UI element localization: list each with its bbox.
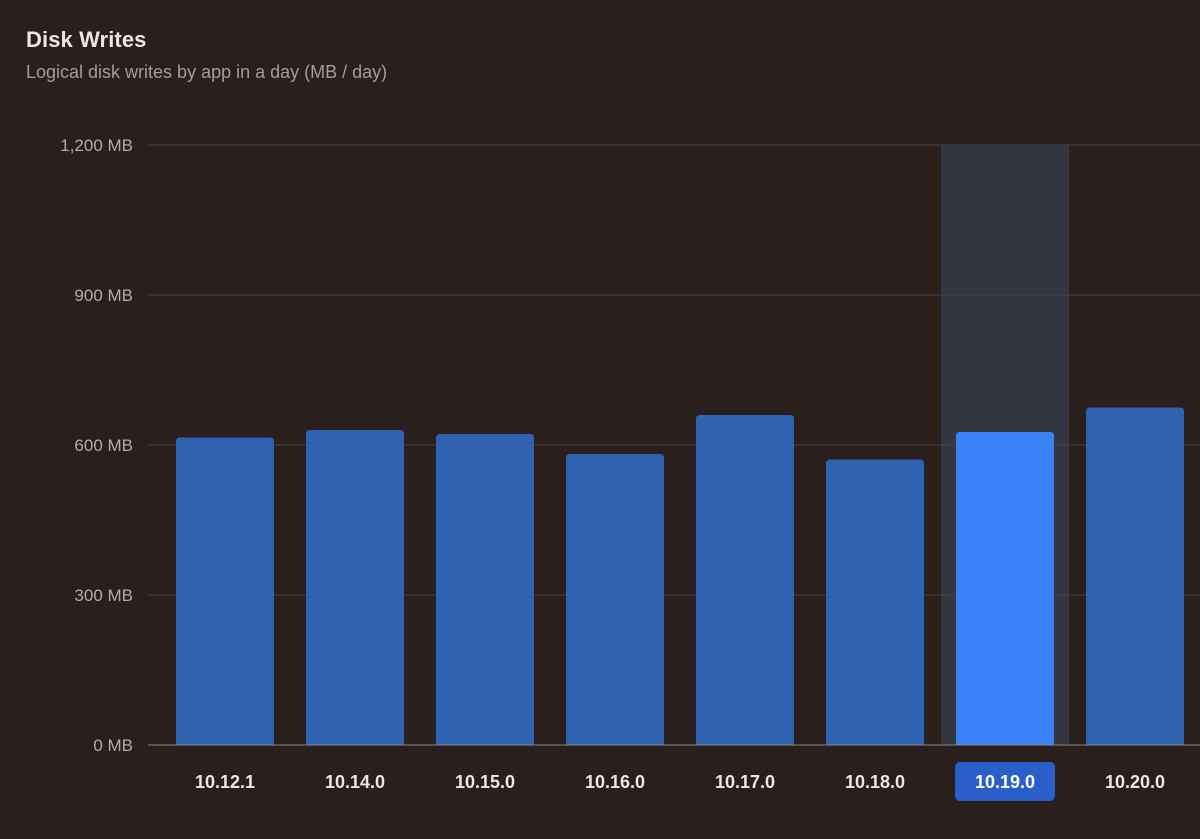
x-tick-label-10-17-0[interactable]: 10.17.0 <box>715 772 775 792</box>
x-tick-label-10-19-0[interactable]: 10.19.0 <box>975 772 1035 792</box>
chart-subtitle: Logical disk writes by app in a day (MB … <box>26 62 388 82</box>
x-tick-label-10-15-0[interactable]: 10.15.0 <box>455 772 515 792</box>
bar-10-16-0[interactable] <box>566 454 664 745</box>
x-tick-label-10-14-0[interactable]: 10.14.0 <box>325 772 385 792</box>
y-tick-label-300-mb: 300 MB <box>74 586 133 605</box>
bar-10-18-0[interactable] <box>826 459 924 746</box>
bar-10-14-0[interactable] <box>306 430 404 745</box>
bar-10-17-0[interactable] <box>696 415 794 745</box>
selected-category-label-background[interactable] <box>955 762 1055 801</box>
bar-10-19-0[interactable] <box>956 432 1054 745</box>
y-tick-label-900-mb: 900 MB <box>74 286 133 305</box>
bar-10-15-0[interactable] <box>436 434 534 745</box>
y-tick-label-0-mb: 0 MB <box>93 736 133 755</box>
x-tick-label-10-16-0[interactable]: 10.16.0 <box>585 772 645 792</box>
y-tick-label-1-200-mb: 1,200 MB <box>60 136 133 155</box>
x-tick-label-10-20-0[interactable]: 10.20.0 <box>1105 772 1165 792</box>
x-tick-label-10-18-0[interactable]: 10.18.0 <box>845 772 905 792</box>
y-tick-label-600-mb: 600 MB <box>74 436 133 455</box>
x-tick-label-10-12-1[interactable]: 10.12.1 <box>195 772 255 792</box>
bar-10-20-0[interactable] <box>1086 407 1184 746</box>
chart-title: Disk Writes <box>26 27 147 52</box>
bar-10-12-1[interactable] <box>176 437 274 746</box>
